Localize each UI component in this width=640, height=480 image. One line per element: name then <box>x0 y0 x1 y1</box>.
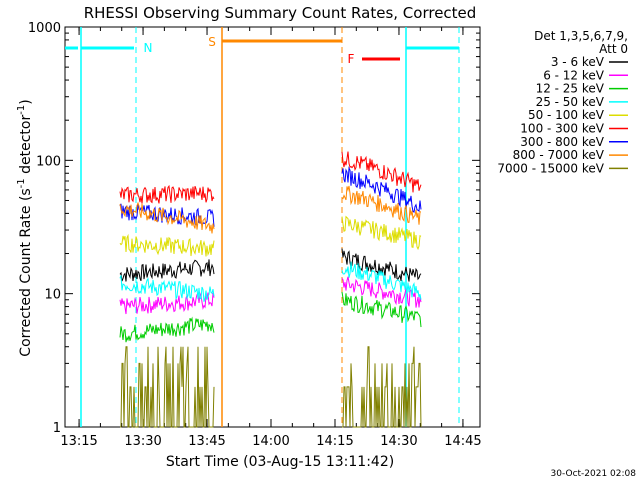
y-tick-label: 1 <box>53 421 61 436</box>
legend-label: 3 - 6 keV <box>551 55 605 69</box>
series-line-3-6keV-seg2 <box>341 248 422 282</box>
series-lines <box>119 151 422 428</box>
legend-header-2: Att 0 <box>599 42 628 56</box>
y-tick-label: 100 <box>36 154 61 169</box>
legend-label: 50 - 100 keV <box>528 108 605 122</box>
observing-markers: N S F <box>65 27 460 427</box>
series-line-300-800keV-seg2 <box>341 166 422 214</box>
series-line-50-100keV-seg1 <box>119 233 215 257</box>
series-line-800-7000keV-seg2 <box>341 185 421 225</box>
x-tick-label: 14:00 <box>252 434 289 449</box>
y-axis-label-end: ) <box>18 99 34 104</box>
legend-label: 25 - 50 keV <box>536 95 605 109</box>
legend-header-1: Det 1,3,5,6,7,9, <box>534 29 628 43</box>
y-tick-label: 1000 <box>28 21 61 36</box>
series-line-25-50keV-seg2 <box>341 261 422 300</box>
plot-frame <box>64 26 481 428</box>
legend-label: 12 - 25 keV <box>536 82 605 96</box>
series-line-25-50keV-seg1 <box>119 275 215 302</box>
y-axis-label-sup-2: -1 <box>16 105 27 115</box>
x-tick-label: 13:30 <box>124 434 161 449</box>
y-axis-label-sup: -1 <box>16 178 27 188</box>
legend-label: 6 - 12 keV <box>543 68 605 82</box>
series-line-6-12keV-seg2 <box>341 276 422 308</box>
x-tick-label: 14:45 <box>444 434 481 449</box>
saa-marker-label: S <box>208 35 216 49</box>
series-line-12-25keV-seg1 <box>119 316 215 343</box>
flare-marker-label: F <box>348 52 355 66</box>
y-axis-label-tail: detector <box>18 115 34 179</box>
night-marker-label: N <box>144 41 153 55</box>
y-tick-labels: 1 10 100 1000 <box>28 21 61 436</box>
y-axis-label-main: Corrected Count Rate (s <box>18 188 34 356</box>
plot-area <box>64 26 481 428</box>
series-line-100-300keV-seg1 <box>119 184 215 204</box>
legend-label: 7000 - 15000 keV <box>497 161 604 175</box>
series-line-100-300keV-seg2 <box>341 151 422 193</box>
x-tick-label: 13:45 <box>188 434 225 449</box>
x-tick-label: 13:15 <box>60 434 97 449</box>
series-line-300-800keV-seg1 <box>119 203 215 227</box>
chart-title: RHESSI Observing Summary Count Rates, Co… <box>84 4 477 22</box>
series-line-12-25keV-seg2 <box>341 291 422 328</box>
legend-label: 100 - 300 keV <box>520 122 604 136</box>
legend-label: 300 - 800 keV <box>520 135 604 149</box>
series-line-3-6keV-seg1 <box>119 259 215 282</box>
x-tick-label: 14:15 <box>316 434 353 449</box>
y-tick-label: 10 <box>44 288 61 303</box>
series-line-7000-15000keV-seg1 <box>120 346 215 428</box>
x-tick-label: 14:30 <box>380 434 417 449</box>
footer-date: 30-Oct-2021 02:08 <box>551 469 637 479</box>
series-line-50-100keV-seg2 <box>341 215 422 251</box>
series-line-7000-15000keV-seg2 <box>342 346 422 428</box>
y-axis-label: Corrected Count Rate (s-1 detector-1) <box>16 99 34 356</box>
legend-label: 800 - 7000 keV <box>513 148 605 162</box>
series-line-800-7000keV-seg1 <box>119 201 215 234</box>
x-tick-labels: 13:15 13:30 13:45 14:00 14:15 14:30 14:45 <box>60 434 481 449</box>
x-axis-label: Start Time (03-Aug-15 13:11:42) <box>166 454 394 470</box>
